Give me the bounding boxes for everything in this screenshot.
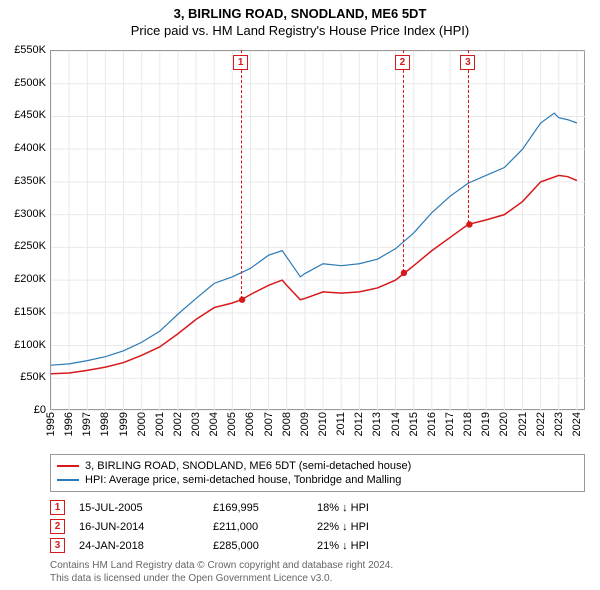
x-tick-label: 2011: [335, 412, 347, 436]
chart-legend: 3, BIRLING ROAD, SNODLAND, ME6 5DT (semi…: [50, 454, 585, 492]
x-tick-label: 1995: [45, 412, 57, 436]
x-tick-label: 2009: [299, 412, 311, 436]
sale-marker-vline: [403, 50, 404, 272]
y-tick-label: £350K: [14, 175, 46, 187]
x-tick-label: 2014: [390, 412, 402, 436]
x-tick-label: 2012: [353, 412, 365, 436]
legend-item: 3, BIRLING ROAD, SNODLAND, ME6 5DT (semi…: [57, 459, 578, 473]
sale-marker-box: 1: [233, 55, 248, 70]
page-subtitle: Price paid vs. HM Land Registry's House …: [0, 21, 600, 38]
x-tick-label: 2006: [244, 412, 256, 436]
legend-swatch: [57, 479, 79, 481]
x-tick-label: 2018: [462, 412, 474, 436]
sale-row: 3 24-JAN-2018 £285,000 21% ↓ HPI: [50, 536, 585, 555]
x-tick-label: 2024: [571, 412, 583, 436]
x-tick-label: 2002: [172, 412, 184, 436]
chart-plot-area: [50, 50, 585, 410]
x-tick-label: 2004: [208, 412, 220, 436]
x-tick-label: 2001: [154, 412, 166, 436]
sales-table: 1 15-JUL-2005 £169,995 18% ↓ HPI 2 16-JUN-201…: [50, 498, 585, 555]
sale-delta: 22% ↓ HPI: [317, 521, 417, 533]
x-tick-label: 2000: [136, 412, 148, 436]
y-tick-label: £200K: [14, 273, 46, 285]
attribution: Contains HM Land Registry data © Crown c…: [50, 560, 585, 585]
y-tick-label: £500K: [14, 77, 46, 89]
y-tick-label: £50K: [20, 371, 46, 383]
sale-delta: 18% ↓ HPI: [317, 502, 417, 514]
sale-row: 2 16-JUN-2014 £211,000 22% ↓ HPI: [50, 517, 585, 536]
sale-row-marker: 3: [50, 538, 65, 553]
sale-row-marker: 1: [50, 500, 65, 515]
legend-item: HPI: Average price, semi-detached house,…: [57, 473, 578, 487]
legend-label: HPI: Average price, semi-detached house,…: [85, 474, 401, 486]
sale-date: 16-JUN-2014: [79, 521, 199, 533]
x-tick-label: 1997: [81, 412, 93, 436]
y-tick-label: £100K: [14, 339, 46, 351]
sale-date: 15-JUL-2005: [79, 502, 199, 514]
attribution-line: Contains HM Land Registry data © Crown c…: [50, 560, 585, 573]
sale-marker-vline: [468, 50, 469, 223]
x-tick-label: 2017: [444, 412, 456, 436]
y-tick-label: £250K: [14, 240, 46, 252]
x-tick-label: 2005: [226, 412, 238, 436]
sale-price: £285,000: [213, 540, 303, 552]
x-tick-label: 2022: [535, 412, 547, 436]
x-tick-label: 2003: [190, 412, 202, 436]
y-tick-label: £400K: [14, 142, 46, 154]
x-tick-label: 2019: [480, 412, 492, 436]
x-tick-label: 2016: [426, 412, 438, 436]
sale-delta: 21% ↓ HPI: [317, 540, 417, 552]
sale-marker-box: 3: [460, 55, 475, 70]
chart-svg: [51, 51, 586, 411]
x-tick-label: 2007: [263, 412, 275, 436]
x-tick-label: 2010: [317, 412, 329, 436]
sale-row-marker: 2: [50, 519, 65, 534]
sale-row: 1 15-JUL-2005 £169,995 18% ↓ HPI: [50, 498, 585, 517]
y-tick-label: £550K: [14, 44, 46, 56]
sale-date: 24-JAN-2018: [79, 540, 199, 552]
x-tick-label: 1998: [99, 412, 111, 436]
y-tick-label: £450K: [14, 109, 46, 121]
x-tick-label: 2013: [371, 412, 383, 436]
sale-marker-box: 2: [395, 55, 410, 70]
x-tick-label: 1996: [63, 412, 75, 436]
x-tick-label: 2021: [517, 412, 529, 436]
y-tick-label: £300K: [14, 208, 46, 220]
legend-label: 3, BIRLING ROAD, SNODLAND, ME6 5DT (semi…: [85, 460, 411, 472]
y-tick-label: £150K: [14, 306, 46, 318]
page-title: 3, BIRLING ROAD, SNODLAND, ME6 5DT: [0, 0, 600, 21]
x-tick-label: 2020: [498, 412, 510, 436]
sale-price: £211,000: [213, 521, 303, 533]
x-tick-label: 2023: [553, 412, 565, 436]
sale-price: £169,995: [213, 502, 303, 514]
sale-marker-vline: [241, 50, 242, 299]
legend-swatch: [57, 465, 79, 467]
x-tick-label: 1999: [118, 412, 130, 436]
x-tick-label: 2008: [281, 412, 293, 436]
attribution-line: This data is licensed under the Open Gov…: [50, 573, 585, 586]
x-tick-label: 2015: [408, 412, 420, 436]
